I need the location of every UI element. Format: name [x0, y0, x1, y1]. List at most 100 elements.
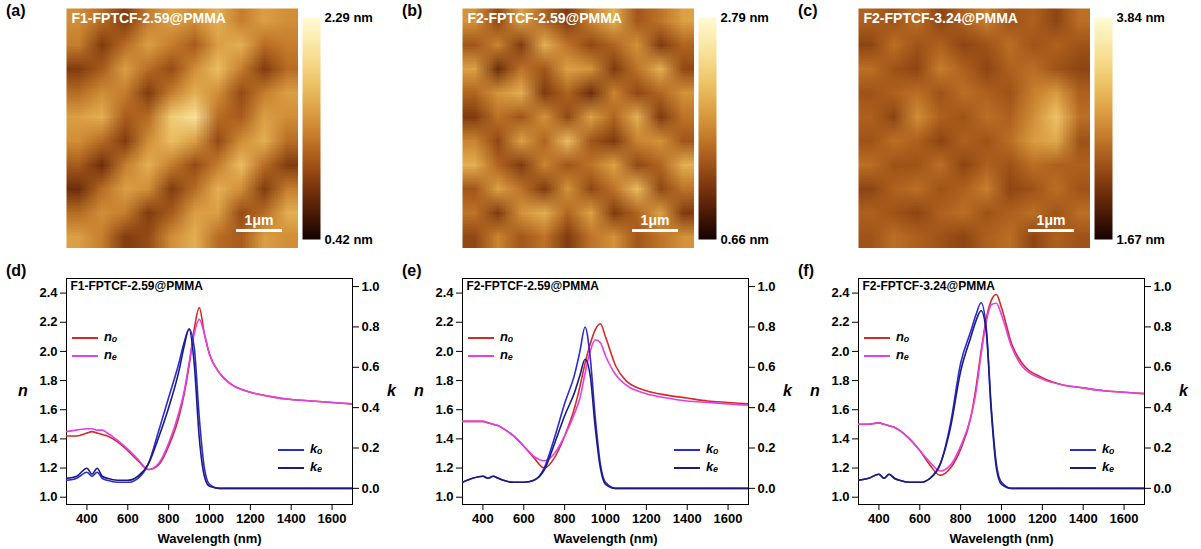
svg-text:800: 800 [950, 511, 972, 526]
svg-text:1.2: 1.2 [39, 460, 57, 475]
svg-text:1.0: 1.0 [831, 489, 849, 504]
svg-text:600: 600 [909, 511, 931, 526]
svg-text:1400: 1400 [277, 511, 306, 526]
svg-text:2.2: 2.2 [435, 314, 453, 329]
svg-text:1600: 1600 [714, 511, 743, 526]
svg-text:2.29 nm: 2.29 nm [325, 10, 373, 25]
svg-text:1600: 1600 [318, 511, 347, 526]
html-text:nₑ: nₑ [896, 347, 910, 362]
svg-text:2.2: 2.2 [831, 314, 849, 329]
svg-text:1000: 1000 [591, 511, 620, 526]
svg-text:1.4: 1.4 [435, 431, 454, 446]
svg-text:800: 800 [554, 511, 576, 526]
svg-text:0.2: 0.2 [1154, 440, 1172, 455]
svg-text:400: 400 [868, 511, 890, 526]
svg-text:Wavelength (nm): Wavelength (nm) [553, 531, 657, 546]
svg-text:2.4: 2.4 [831, 285, 850, 300]
svg-text:0.2: 0.2 [758, 440, 776, 455]
svg-text:1.2: 1.2 [831, 460, 849, 475]
svg-text:0.8: 0.8 [1154, 319, 1172, 334]
svg-text:0.6: 0.6 [362, 359, 380, 374]
svg-text:1.4: 1.4 [831, 431, 850, 446]
html-text:(c): (c) [798, 2, 818, 19]
svg-text:Wavelength (nm): Wavelength (nm) [157, 531, 261, 546]
svg-text:2.4: 2.4 [39, 285, 58, 300]
html-text:kₑ: kₑ [706, 459, 719, 474]
svg-text:F2-FPTCF-3.24@PMMA: F2-FPTCF-3.24@PMMA [864, 10, 1018, 26]
svg-text:1400: 1400 [1069, 511, 1098, 526]
html-text:(d): (d) [6, 262, 27, 279]
svg-text:1.8: 1.8 [435, 373, 453, 388]
svg-text:0.66 nm: 0.66 nm [721, 232, 769, 247]
svg-text:1000: 1000 [987, 511, 1016, 526]
svg-text:1.6: 1.6 [39, 402, 57, 417]
html-text:kₒ: kₒ [706, 441, 719, 456]
svg-text:2.2: 2.2 [39, 314, 57, 329]
html-text:nₒ: nₒ [104, 329, 118, 344]
html-text:kₑ: kₑ [310, 459, 323, 474]
svg-text:0.8: 0.8 [362, 319, 380, 334]
svg-text:1.67 nm: 1.67 nm [1117, 232, 1165, 247]
svg-text:1.4: 1.4 [39, 431, 58, 446]
svg-text:Wavelength (nm): Wavelength (nm) [949, 531, 1053, 546]
svg-text:1.0: 1.0 [435, 489, 453, 504]
svg-text:1.0: 1.0 [758, 279, 776, 294]
html-text:kₑ: kₑ [1102, 459, 1115, 474]
svg-text:1.2: 1.2 [435, 460, 453, 475]
html-text:nₒ: nₒ [896, 329, 910, 344]
svg-text:1200: 1200 [632, 511, 661, 526]
svg-text:1.8: 1.8 [831, 373, 849, 388]
html-text:1μm: 1μm [640, 212, 670, 228]
svg-text:2.0: 2.0 [435, 344, 453, 359]
html-text:kₒ: kₒ [310, 441, 323, 456]
svg-text:0.0: 0.0 [362, 481, 380, 496]
svg-text:1400: 1400 [673, 511, 702, 526]
svg-text:400: 400 [472, 511, 494, 526]
svg-text:0.8: 0.8 [758, 319, 776, 334]
svg-text:1.0: 1.0 [362, 279, 380, 294]
svg-text:0.4: 0.4 [362, 400, 381, 415]
svg-text:0.0: 0.0 [1154, 481, 1172, 496]
svg-text:800: 800 [158, 511, 180, 526]
svg-text:0.6: 0.6 [758, 359, 776, 374]
html-text:nₒ: nₒ [500, 329, 514, 344]
svg-text:1.0: 1.0 [1154, 279, 1172, 294]
html-text:n: n [18, 382, 28, 399]
svg-text:1.0: 1.0 [39, 489, 57, 504]
html-text:(b): (b) [402, 2, 423, 19]
svg-text:F2-FPTCF-3.24@PMMA: F2-FPTCF-3.24@PMMA [863, 279, 996, 293]
svg-text:1.6: 1.6 [831, 402, 849, 417]
svg-text:0.2: 0.2 [362, 440, 380, 455]
svg-text:600: 600 [117, 511, 139, 526]
svg-text:3.84 nm: 3.84 nm [1117, 10, 1165, 25]
html-text:kₒ: kₒ [1102, 441, 1115, 456]
svg-text:2.0: 2.0 [831, 344, 849, 359]
svg-text:1200: 1200 [1028, 511, 1057, 526]
svg-text:600: 600 [513, 511, 535, 526]
svg-text:0.4: 0.4 [758, 400, 777, 415]
svg-text:2.79 nm: 2.79 nm [721, 10, 769, 25]
svg-text:1.6: 1.6 [435, 402, 453, 417]
svg-text:0.4: 0.4 [1154, 400, 1173, 415]
svg-text:F2-FPTCF-2.59@PMMA: F2-FPTCF-2.59@PMMA [468, 10, 622, 26]
svg-text:1600: 1600 [1110, 511, 1139, 526]
html-text:(e): (e) [402, 262, 422, 279]
svg-text:F1-FPTCF-2.59@PMMA: F1-FPTCF-2.59@PMMA [71, 279, 204, 293]
svg-text:0.0: 0.0 [758, 481, 776, 496]
html-text:(f): (f) [798, 262, 814, 279]
html-text:nₑ: nₑ [104, 347, 118, 362]
html-text:nₑ: nₑ [500, 347, 514, 362]
svg-text:1200: 1200 [236, 511, 265, 526]
svg-text:0.42 nm: 0.42 nm [325, 232, 373, 247]
svg-text:400: 400 [76, 511, 98, 526]
svg-text:2.4: 2.4 [435, 285, 454, 300]
svg-text:F2-FPTCF-2.59@PMMA: F2-FPTCF-2.59@PMMA [467, 279, 600, 293]
html-text:1μm: 1μm [244, 212, 274, 228]
svg-text:0.6: 0.6 [1154, 359, 1172, 374]
html-text:(a): (a) [6, 2, 26, 19]
svg-text:1.8: 1.8 [39, 373, 57, 388]
svg-text:F1-FPTCF-2.59@PMMA: F1-FPTCF-2.59@PMMA [72, 10, 226, 26]
svg-text:2.0: 2.0 [39, 344, 57, 359]
svg-text:1000: 1000 [195, 511, 224, 526]
html-text:1μm: 1μm [1036, 212, 1066, 228]
